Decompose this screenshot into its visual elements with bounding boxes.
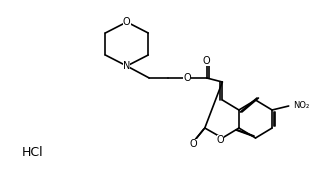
Text: O: O	[123, 17, 131, 27]
Text: O: O	[217, 135, 224, 145]
Text: HCl: HCl	[22, 146, 43, 159]
Text: O: O	[203, 56, 211, 66]
Text: NO₂: NO₂	[294, 101, 310, 110]
Text: O: O	[183, 73, 191, 83]
Text: N: N	[123, 61, 130, 71]
Text: O: O	[189, 139, 197, 149]
